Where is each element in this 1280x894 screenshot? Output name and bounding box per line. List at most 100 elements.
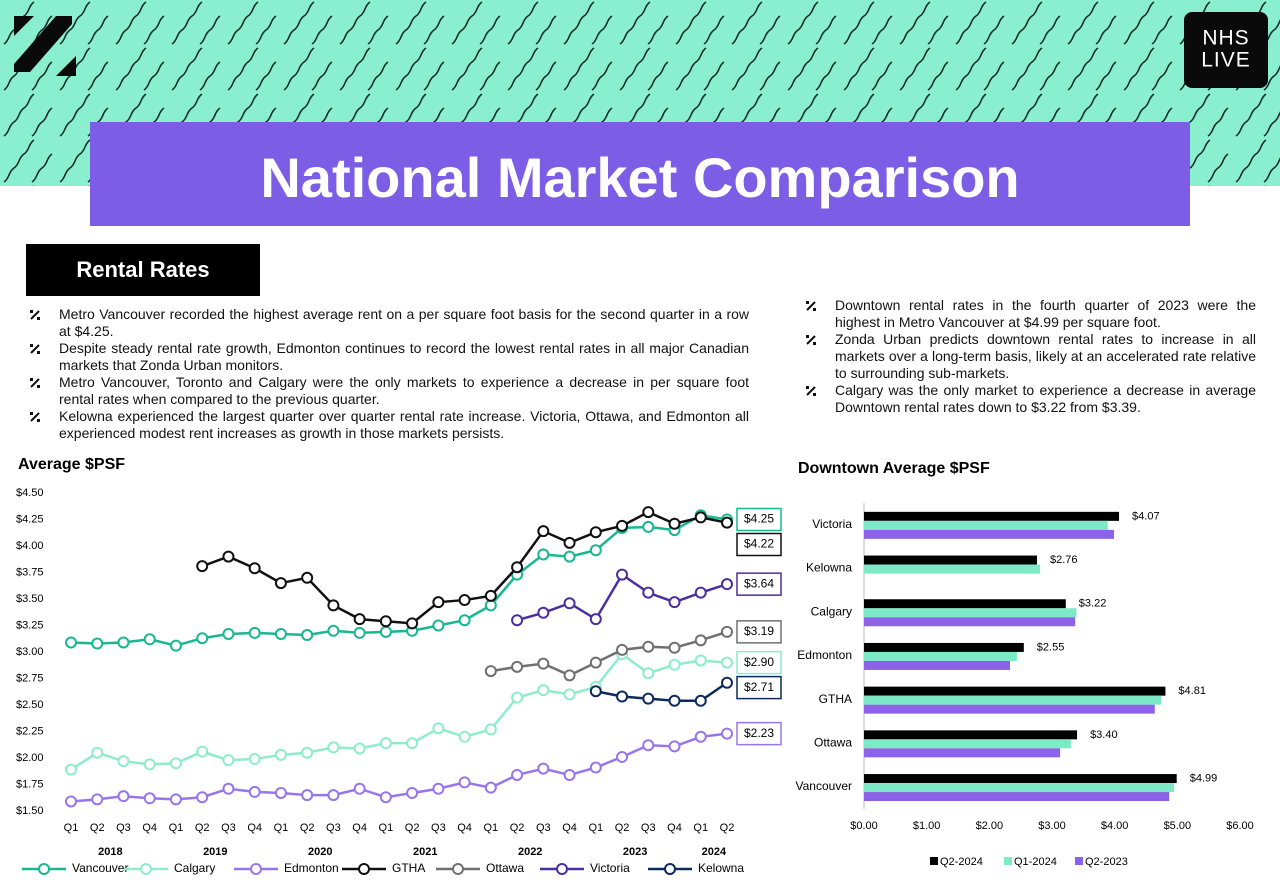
bar (864, 686, 1166, 696)
point (642, 520, 655, 533)
point (432, 596, 445, 609)
point (642, 506, 655, 519)
legend-label: Q2-2024 (940, 856, 983, 868)
legend-swatch (1075, 857, 1083, 865)
value-label: $2.55 (1037, 641, 1065, 653)
year-label: 2019 (203, 846, 227, 858)
legend-marker (664, 863, 676, 875)
point (248, 562, 261, 575)
bar (864, 695, 1162, 705)
bar (864, 555, 1037, 565)
point (406, 786, 419, 799)
point (353, 613, 366, 626)
point (65, 763, 77, 776)
point (616, 519, 629, 532)
bullet-icon (806, 335, 816, 345)
point (484, 589, 497, 602)
point (169, 757, 182, 770)
legend-marker (250, 863, 262, 875)
legend-label: Q2-2023 (1085, 856, 1128, 868)
legend-label: Q1-2024 (1014, 856, 1057, 868)
x-tick-label: Q1 (169, 822, 184, 834)
bar (864, 520, 1108, 530)
point (169, 793, 182, 806)
page-title: National Market Comparison (260, 146, 1019, 209)
y-tick-label: $1.50 (16, 805, 44, 817)
point (143, 633, 156, 646)
point (721, 516, 733, 529)
x-tick-label: Q1 (64, 822, 79, 834)
value-label: $2.23 (744, 726, 774, 740)
value-label: $3.22 (1079, 598, 1107, 610)
bullet-text: Calgary was the only market to experienc… (835, 382, 1256, 415)
point (327, 599, 340, 612)
y-tick-label: $4.25 (16, 513, 44, 525)
x-tick-label: Q2 (720, 822, 735, 834)
point (248, 785, 261, 798)
legend-label: GTHA (392, 861, 425, 875)
year-label: 2018 (98, 846, 122, 858)
point (65, 795, 77, 808)
point (563, 536, 576, 549)
point (379, 737, 392, 750)
y-tick-label: $2.00 (16, 752, 44, 764)
brand-text: NHS (1202, 27, 1249, 50)
x-tick-label: Q4 (247, 822, 262, 834)
point (694, 654, 707, 667)
x-tick-label: Q3 (641, 822, 656, 834)
x-tick-label: Q4 (142, 822, 157, 834)
bar (864, 748, 1061, 758)
point (668, 658, 681, 671)
bullet-text: Despite steady rental rate growth, Edmon… (59, 340, 749, 373)
point (222, 754, 235, 767)
bullet-icon (806, 301, 816, 311)
x-tick-label: $6.00 (1226, 820, 1254, 832)
x-tick-label: Q3 (536, 822, 551, 834)
point (668, 517, 681, 530)
point (668, 641, 681, 654)
point (458, 730, 471, 743)
category-label: Kelowna (806, 561, 852, 575)
bar (864, 529, 1115, 539)
point (274, 786, 287, 799)
point (353, 782, 366, 795)
bullet-text: Downtown rental rates in the fourth quar… (835, 297, 1256, 330)
x-tick-label: Q3 (221, 822, 236, 834)
x-tick-label: Q4 (667, 822, 682, 834)
legend-label: Calgary (174, 861, 215, 875)
point (642, 739, 655, 752)
legend-label: Edmonton (284, 861, 339, 875)
point (589, 685, 602, 698)
bullet-icon (30, 310, 40, 320)
x-tick-label: Q2 (405, 822, 420, 834)
y-tick-label: $1.75 (16, 778, 44, 790)
category-label: Edmonton (797, 648, 852, 662)
point (616, 643, 629, 656)
point (274, 748, 287, 761)
bullet-icon (30, 378, 40, 388)
x-tick-label: $4.00 (1101, 820, 1129, 832)
point (721, 656, 733, 669)
point (721, 676, 733, 689)
bullet-list: Metro Vancouver recorded the highest ave… (30, 306, 749, 442)
x-tick-label: Q2 (90, 822, 105, 834)
bar (864, 608, 1077, 618)
point (616, 568, 629, 581)
y-tick-label: $2.50 (16, 699, 44, 711)
point (117, 636, 130, 649)
x-tick-label: Q2 (300, 822, 315, 834)
bullet: Kelowna experienced the largest quarter … (30, 408, 749, 442)
y-tick-label: $4.50 (16, 487, 44, 499)
legend-swatch (1004, 857, 1012, 865)
chart-title: Average $PSF (18, 456, 125, 473)
bar (864, 783, 1175, 793)
point (222, 627, 235, 640)
legend-marker (358, 863, 370, 875)
point (458, 614, 471, 627)
y-tick-label: $3.50 (16, 593, 44, 605)
value-label-box (736, 721, 782, 746)
value-label-box (736, 650, 782, 675)
legend-label: Victoria (590, 861, 630, 875)
